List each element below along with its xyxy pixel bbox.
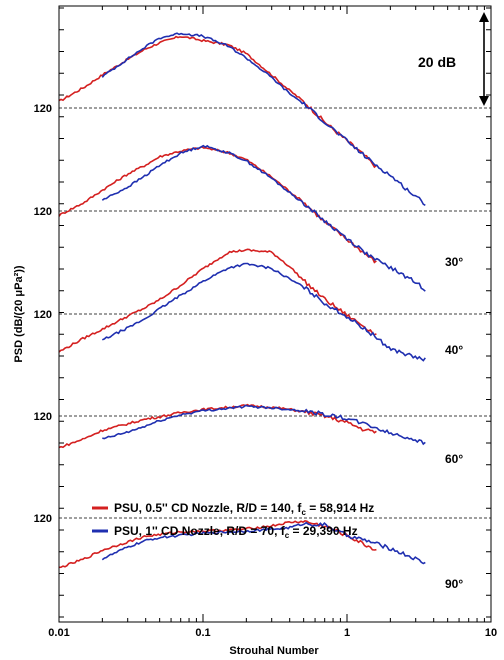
x-tick-label-3: 10 — [485, 627, 497, 639]
series-layer — [58, 32, 426, 569]
x-tick-label-2: 1 — [344, 627, 350, 639]
grid-layer — [59, 107, 491, 519]
scale-bar-arrowhead-bottom — [479, 96, 489, 106]
series-line-panel3-red — [58, 403, 377, 449]
angle-label-3: 60° — [445, 452, 463, 466]
y-tick-label-1: 120 — [34, 206, 52, 218]
angle-label-2: 40° — [445, 343, 463, 357]
tick-layer: 120 120 120 120 120 0.01 0.1 1 10 30° 40° 60° 90° — [34, 6, 497, 639]
series-line-panel1-blue — [101, 144, 426, 292]
scale-bar: 20 dB — [418, 12, 489, 106]
y-axis-label: PSD (dB/(20 μPa²)) — [13, 265, 25, 363]
y-tick-label-4: 120 — [34, 513, 52, 525]
series-line-panel4-blue — [101, 521, 426, 565]
y-tick-label-3: 120 — [34, 411, 52, 423]
series-line-panel2-blue — [101, 262, 426, 362]
series-line-panel0-red — [58, 35, 377, 169]
scale-bar-label: 20 dB — [418, 54, 456, 70]
y-tick-label-0: 120 — [34, 103, 52, 115]
series-line-panel1-red — [58, 145, 377, 264]
angle-label-4: 90° — [445, 577, 463, 591]
scale-bar-arrowhead-top — [479, 12, 489, 22]
x-axis-label: Strouhal Number — [229, 645, 319, 657]
series-line-panel4-red — [58, 520, 377, 569]
x-tick-label-0: 0.01 — [48, 627, 69, 639]
legend-entry-blue: PSU, 1'' CD Nozzle, R/D = 70, fc = 29,39… — [114, 524, 358, 540]
legend: PSU, 0.5'' CD Nozzle, R/D = 140, fc = 58… — [92, 501, 374, 540]
plot-frame — [58, 5, 492, 623]
series-line-panel2-red — [58, 248, 377, 353]
legend-entry-red: PSU, 0.5'' CD Nozzle, R/D = 140, fc = 58… — [114, 501, 374, 517]
x-tick-label-1: 0.1 — [195, 627, 210, 639]
series-line-panel3-blue — [102, 404, 426, 446]
y-tick-label-2: 120 — [34, 309, 52, 321]
angle-label-1: 30° — [445, 255, 463, 269]
series-line-panel0-blue — [101, 32, 426, 207]
